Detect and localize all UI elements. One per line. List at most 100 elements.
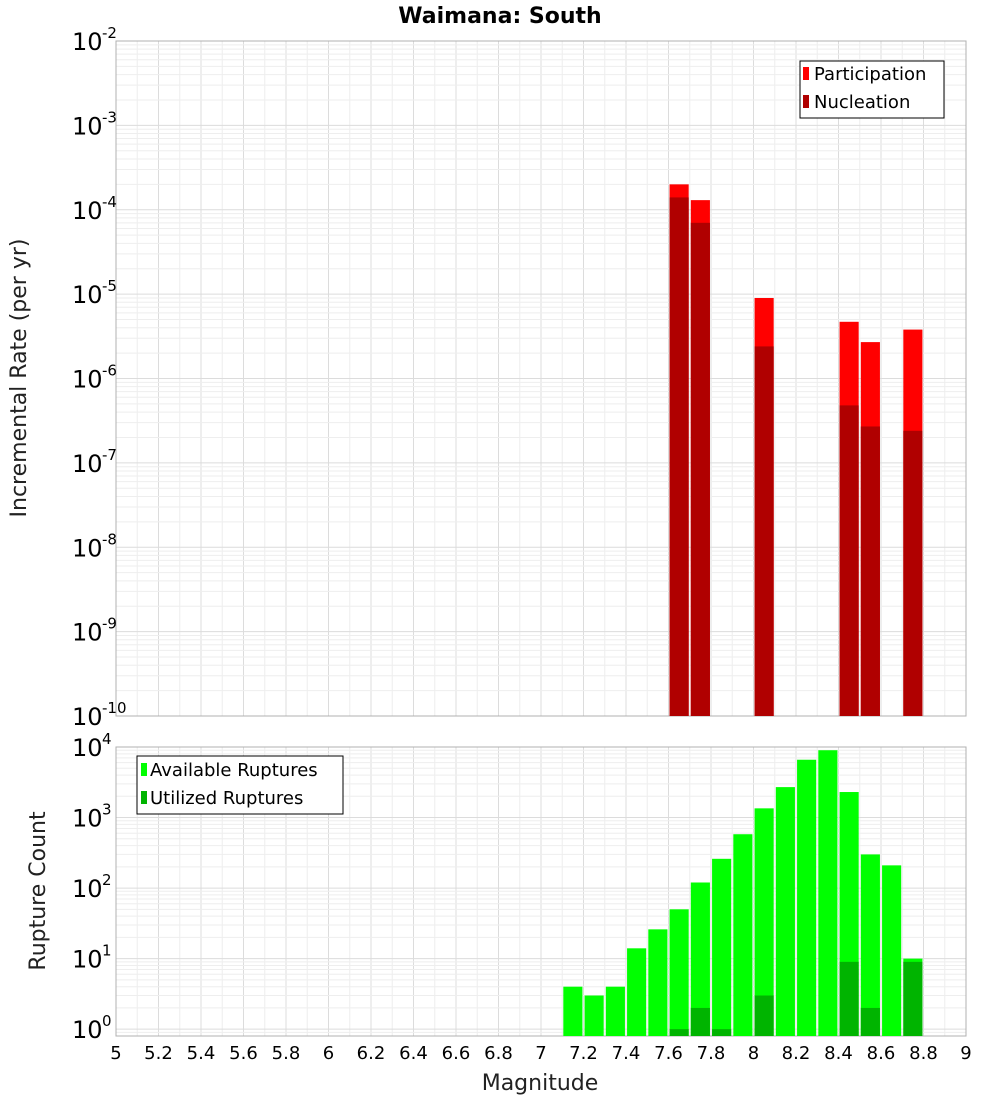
available-ruptures-bar — [563, 986, 583, 1036]
available-ruptures-bar — [584, 995, 604, 1036]
rate-y-tick-exponent: -9 — [102, 615, 117, 633]
rate-y-tick-exponent: -5 — [102, 277, 117, 295]
x-tick-label: 9 — [960, 1043, 971, 1064]
rate-y-tick-base: 10 — [72, 703, 103, 731]
available-ruptures-legend-label: Available Ruptures — [150, 760, 318, 781]
utilized-ruptures-legend-label: Utilized Ruptures — [150, 788, 303, 809]
rate-y-tick-label: 10 -9 — [72, 615, 117, 647]
count-y-tick-exponent: 1 — [102, 942, 112, 960]
count-plot-area — [115, 746, 967, 1037]
x-tick-label: 6.2 — [357, 1043, 386, 1064]
rate-y-tick-base: 10 — [72, 534, 103, 562]
utilized-ruptures-bar — [669, 1029, 689, 1036]
nucleation-bar — [839, 405, 859, 716]
count-y-tick-label: 10 4 — [72, 730, 112, 762]
x-tick-label: 5.2 — [144, 1043, 173, 1064]
x-tick-label: 6 — [323, 1043, 334, 1064]
available-ruptures-bar — [627, 948, 647, 1036]
count-y-tick-label: 10 1 — [72, 942, 112, 974]
rate-y-tick-exponent: -7 — [102, 446, 117, 464]
available-ruptures-bar — [605, 986, 625, 1036]
available-ruptures-bar — [733, 834, 753, 1036]
rate-y-tick-exponent: -10 — [102, 699, 127, 717]
nucleation-bar — [669, 197, 689, 717]
x-axis-label: Magnitude — [482, 1071, 599, 1096]
x-tick-label: 5 — [110, 1043, 121, 1064]
rate-y-tick-exponent: -8 — [102, 530, 117, 548]
x-tick-label: 7.6 — [654, 1043, 683, 1064]
utilized-ruptures-series — [669, 961, 923, 1036]
available-ruptures-bar — [712, 858, 732, 1036]
rate-y-tick-label: 10 -7 — [72, 446, 117, 478]
count-legend: Available Ruptures Utilized Ruptures — [136, 755, 344, 815]
available-ruptures-bar — [648, 929, 668, 1036]
utilized-ruptures-bar — [903, 961, 923, 1036]
x-tick-label: 8 — [748, 1043, 759, 1064]
rate-y-tick-base: 10 — [72, 450, 103, 478]
x-tick-label: 7 — [535, 1043, 546, 1064]
count-y-tick-base: 10 — [72, 734, 103, 762]
utilized-ruptures-bar — [754, 995, 774, 1036]
participation-legend-swatch — [803, 67, 809, 80]
rate-y-tick-base: 10 — [72, 619, 103, 647]
chart-title: Waimana: South — [398, 4, 601, 29]
rate-y-axis-label: Incremental Rate (per yr) — [7, 239, 32, 518]
x-tick-label: 5.4 — [187, 1043, 216, 1064]
rate-plot-area — [115, 40, 967, 717]
x-tick-label: 7.8 — [697, 1043, 726, 1064]
available-ruptures-bar — [669, 909, 689, 1036]
count-legend-box — [136, 755, 344, 815]
x-tick-label: 8.2 — [782, 1043, 811, 1064]
available-ruptures-bar — [860, 854, 880, 1036]
count-y-tick-base: 10 — [72, 946, 103, 974]
nucleation-legend-swatch — [803, 95, 809, 108]
x-tick-label: 8.6 — [867, 1043, 896, 1064]
utilized-ruptures-legend-swatch — [141, 791, 147, 804]
available-ruptures-series — [563, 750, 923, 1036]
nucleation-bar — [860, 426, 880, 716]
rate-y-tick-label: 10 -8 — [72, 530, 117, 562]
count-y-tick-exponent: 4 — [102, 730, 112, 748]
nucleation-series — [669, 197, 923, 717]
rate-y-tick-label: 10 -4 — [72, 193, 117, 225]
x-tick-label: 6.6 — [442, 1043, 471, 1064]
count-y-axis-label: Rupture Count — [26, 811, 51, 971]
rate-y-tick-base: 10 — [72, 197, 103, 225]
participation-legend-label: Participation — [814, 64, 926, 85]
rate-y-tick-label: 10 -10 — [72, 699, 127, 731]
rate-y-tick-base: 10 — [72, 28, 103, 56]
x-tick-label: 7.4 — [612, 1043, 641, 1064]
count-y-tick-label: 10 0 — [72, 1012, 112, 1044]
count-y-tick-base: 10 — [72, 1016, 103, 1044]
x-tick-label: 5.6 — [229, 1043, 258, 1064]
available-ruptures-bar — [690, 882, 710, 1036]
nucleation-bar — [754, 346, 774, 716]
rate-y-tick-label: 10 -6 — [72, 362, 117, 394]
available-ruptures-bar — [882, 865, 902, 1036]
x-tick-label: 6.4 — [399, 1043, 428, 1064]
count-y-tick-base: 10 — [72, 875, 103, 903]
available-ruptures-bar — [818, 750, 838, 1036]
rate-y-tick-exponent: -4 — [102, 193, 117, 211]
utilized-ruptures-bar — [712, 1029, 732, 1036]
x-tick-label: 6.8 — [484, 1043, 513, 1064]
utilized-ruptures-bar — [690, 1007, 710, 1036]
rate-y-tick-base: 10 — [72, 112, 103, 140]
x-tick-label: 8.8 — [909, 1043, 938, 1064]
rate-y-tick-exponent: -6 — [102, 362, 117, 380]
rate-y-tick-base: 10 — [72, 281, 103, 309]
x-tick-label: 5.8 — [272, 1043, 301, 1064]
count-y-tick-base: 10 — [72, 805, 103, 833]
count-y-tick-exponent: 2 — [102, 871, 112, 889]
count-y-tick-exponent: 0 — [102, 1012, 112, 1030]
count-y-tick-exponent: 3 — [102, 801, 112, 819]
count-y-tick-label: 10 2 — [72, 871, 112, 903]
available-ruptures-bar — [797, 759, 817, 1036]
count-y-tick-label: 10 3 — [72, 801, 112, 833]
available-ruptures-legend-swatch — [141, 763, 147, 776]
rate-y-tick-label: 10 -5 — [72, 277, 117, 309]
utilized-ruptures-bar — [860, 1007, 880, 1036]
